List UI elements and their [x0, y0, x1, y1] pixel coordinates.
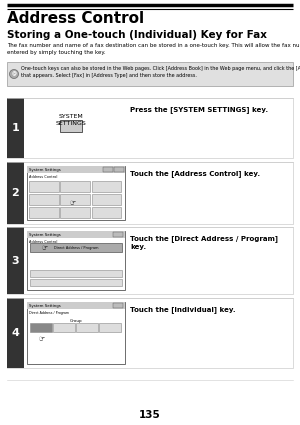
Bar — [29, 193, 59, 205]
Bar — [103, 167, 113, 172]
Bar — [7, 62, 293, 86]
Bar — [30, 279, 122, 286]
Bar — [7, 162, 293, 224]
Bar — [7, 98, 293, 158]
Bar — [29, 207, 59, 218]
Bar — [7, 162, 24, 224]
Text: 3: 3 — [12, 255, 19, 266]
Text: Address Control: Address Control — [29, 175, 57, 179]
Bar — [76, 323, 98, 332]
Bar — [30, 243, 122, 252]
Bar — [60, 181, 90, 192]
Text: Group: Group — [70, 319, 82, 323]
Text: 135: 135 — [139, 410, 161, 420]
Text: SYSTEM
SETTINGS: SYSTEM SETTINGS — [56, 114, 86, 126]
Bar — [53, 323, 74, 332]
Bar — [27, 302, 125, 309]
Bar — [92, 193, 122, 205]
Bar — [27, 166, 125, 220]
Text: Press the [SYSTEM SETTINGS] key.: Press the [SYSTEM SETTINGS] key. — [130, 106, 268, 113]
Bar — [30, 323, 52, 332]
Bar — [92, 207, 122, 218]
Bar — [114, 167, 124, 172]
Text: System Settings: System Settings — [29, 232, 61, 236]
Bar — [30, 270, 122, 277]
Text: Touch the [Address Control] key.: Touch the [Address Control] key. — [130, 170, 260, 177]
Text: 4: 4 — [12, 328, 20, 338]
Bar — [29, 181, 59, 192]
Bar — [60, 193, 90, 205]
Text: Address Control: Address Control — [7, 11, 144, 26]
Text: 2: 2 — [12, 188, 20, 198]
Bar — [27, 302, 125, 364]
Bar — [92, 181, 122, 192]
Text: Storing a One-touch (Individual) Key for Fax: Storing a One-touch (Individual) Key for… — [7, 30, 267, 40]
Text: ☞: ☞ — [38, 336, 45, 342]
Text: System Settings: System Settings — [29, 167, 61, 172]
Text: 1: 1 — [12, 123, 20, 133]
Text: Touch the [Individual] key.: Touch the [Individual] key. — [130, 306, 236, 313]
Text: System Settings: System Settings — [29, 303, 61, 308]
Text: ☞: ☞ — [42, 244, 48, 250]
Bar — [27, 231, 125, 238]
Text: Touch the [Direct Address / Program]
key.: Touch the [Direct Address / Program] key… — [130, 235, 278, 250]
Circle shape — [10, 70, 19, 79]
Bar — [7, 298, 293, 368]
Bar — [27, 231, 125, 290]
Bar — [7, 298, 24, 368]
Text: Direct Address / Program: Direct Address / Program — [29, 311, 69, 315]
Text: The fax number and name of a fax destination can be stored in a one-touch key. T: The fax number and name of a fax destina… — [7, 43, 300, 55]
Text: Address Control: Address Control — [29, 240, 57, 244]
Bar — [7, 227, 293, 294]
Text: ☞: ☞ — [70, 199, 76, 205]
Bar — [113, 303, 123, 308]
Bar — [99, 323, 121, 332]
Bar — [60, 120, 82, 132]
Text: Direct Address / Program: Direct Address / Program — [54, 246, 98, 249]
Bar — [27, 166, 125, 173]
Text: One-touch keys can also be stored in the Web pages. Click [Address Book] in the : One-touch keys can also be stored in the… — [21, 66, 300, 78]
Text: @: @ — [11, 71, 16, 76]
Bar — [7, 227, 24, 294]
Bar — [7, 98, 24, 158]
Bar — [113, 232, 123, 237]
Bar — [60, 207, 90, 218]
